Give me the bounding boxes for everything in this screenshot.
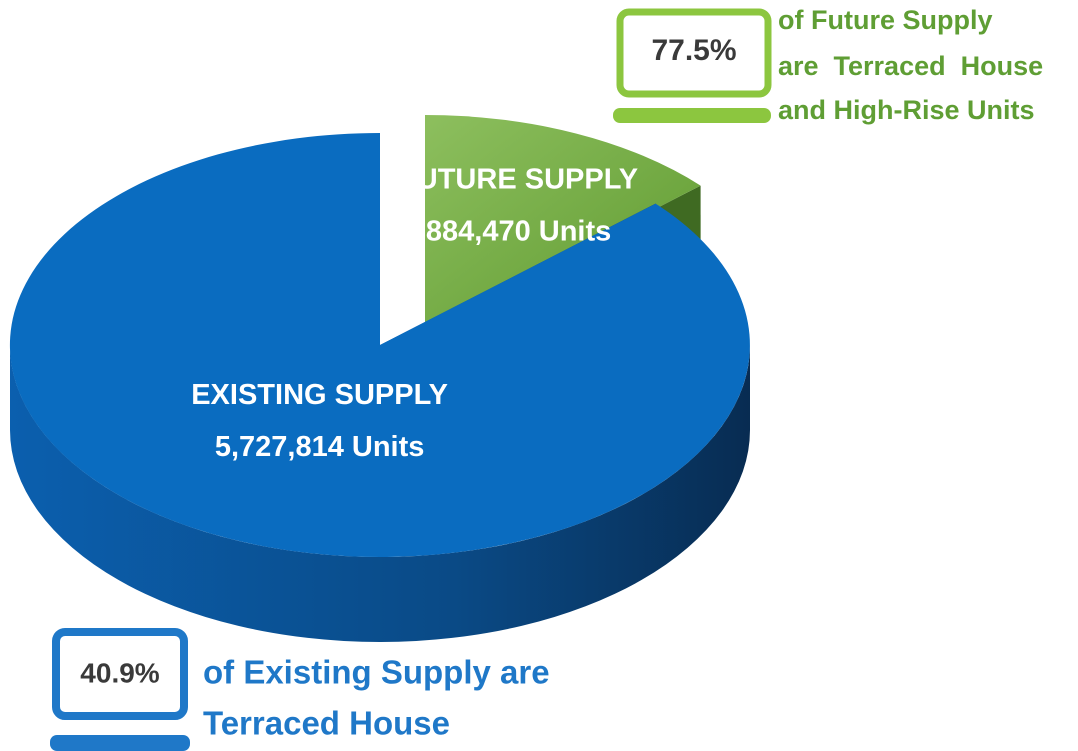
laptop-base	[50, 735, 190, 751]
annotation-value: 40.9%	[80, 657, 159, 688]
annotation-future: 77.5% of Future Supply are Terraced Hous…	[613, 5, 1043, 125]
slice-label: FUTURE SUPPLY	[399, 164, 638, 196]
annotation-text: are Terraced House	[778, 51, 1043, 81]
annotation-text: Terraced House	[203, 705, 450, 742]
slice	[425, 115, 701, 327]
annotation-text: of Existing Supply are	[203, 654, 550, 691]
slice-value-label: 884,470 Units	[426, 216, 611, 248]
annotation-text: and High-Rise Units	[778, 95, 1035, 125]
slice-label: EXISTING SUPPLY	[191, 379, 448, 411]
annotation-value: 77.5%	[651, 34, 736, 67]
slice	[9, 133, 750, 557]
annotation-existing: 40.9% of Existing Supply are Terraced Ho…	[50, 628, 550, 751]
pie	[9, 115, 750, 642]
slice-labels: FUTURE SUPPLY 884,470 Units EXISTING SUPPL…	[191, 164, 638, 463]
laptop-screen	[616, 8, 772, 98]
annotation-text: of Future Supply	[778, 5, 992, 35]
laptop-screen	[52, 628, 188, 720]
slice-side	[10, 345, 750, 642]
laptop-base	[613, 108, 771, 123]
slice-value-label: 5,727,814 Units	[215, 431, 425, 463]
